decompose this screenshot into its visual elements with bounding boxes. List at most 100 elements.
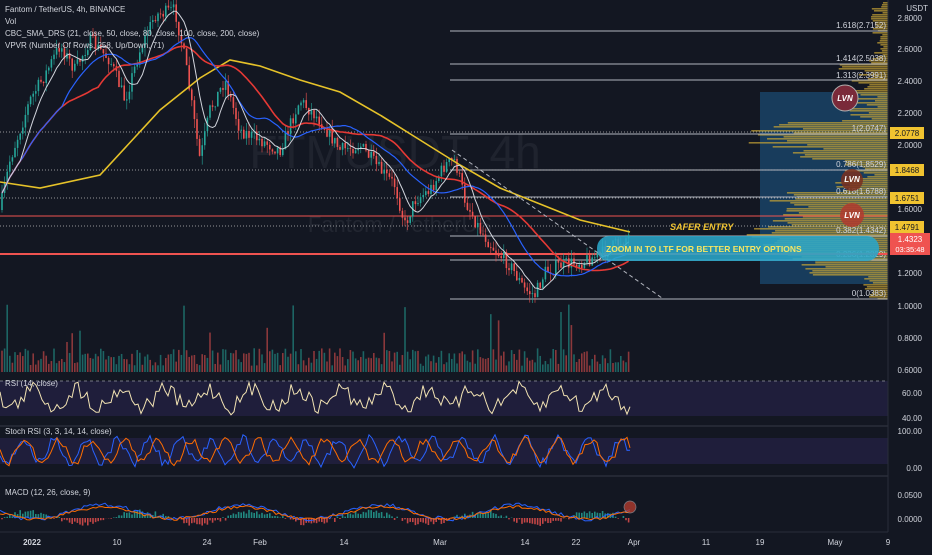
macd-bar bbox=[318, 518, 320, 522]
volume-profile-row bbox=[880, 36, 888, 38]
volume-profile-row bbox=[794, 204, 888, 206]
candle-body bbox=[446, 162, 448, 172]
macd-bar bbox=[386, 513, 388, 518]
macd-bar bbox=[204, 518, 206, 523]
rsi-legend[interactable]: RSI (14, close) bbox=[5, 379, 58, 388]
lvn-label: LVN bbox=[844, 175, 860, 184]
volume-bar bbox=[526, 358, 528, 372]
macd-legend[interactable]: MACD (12, 26, close, 9) bbox=[5, 488, 91, 497]
volume-bar bbox=[324, 353, 326, 372]
volume-bar bbox=[313, 351, 315, 372]
volume-profile-row bbox=[867, 286, 888, 288]
volume-profile-row bbox=[871, 16, 888, 18]
volume-bar bbox=[446, 362, 448, 372]
vpvr-legend[interactable]: VPVR (Number Of Rows, 258, Up/Down, 71) bbox=[5, 41, 165, 50]
volume-bar bbox=[506, 365, 508, 372]
volume-bar bbox=[560, 312, 562, 372]
volume-bar bbox=[534, 362, 536, 372]
volume-bar bbox=[594, 355, 596, 372]
candle-body bbox=[586, 255, 588, 263]
sma-legend[interactable]: CBC_SMA_DRS (21, close, 50, close, 80, c… bbox=[5, 29, 260, 38]
symbol-title[interactable]: Fantom / TetherUS, 4h, BINANCE bbox=[5, 5, 125, 14]
volume-bar bbox=[558, 364, 560, 372]
volume-bar bbox=[118, 356, 120, 372]
price-tag-text: 1.4791 bbox=[895, 223, 920, 232]
candle-body bbox=[285, 131, 287, 149]
candle-body bbox=[498, 254, 500, 256]
rsi-axis-tick: 40.00 bbox=[902, 414, 923, 423]
volume-bar bbox=[508, 361, 510, 372]
volume-bar bbox=[246, 354, 248, 372]
macd-bar bbox=[552, 518, 554, 521]
volume-bar bbox=[274, 354, 276, 372]
price-tick: 2.6000 bbox=[898, 45, 923, 54]
volume-bar bbox=[503, 352, 505, 372]
volume-bar bbox=[490, 314, 492, 372]
volume-bar bbox=[394, 353, 396, 372]
candle-body bbox=[347, 148, 349, 149]
volume-bar bbox=[217, 353, 219, 372]
candle-body bbox=[134, 67, 136, 74]
volume-bar bbox=[230, 353, 232, 372]
volume-profile-row bbox=[880, 48, 888, 50]
macd-marker bbox=[624, 501, 636, 513]
volume-bar bbox=[415, 351, 417, 372]
volume-bar bbox=[623, 361, 625, 372]
macd-bar bbox=[532, 518, 534, 524]
candle-body bbox=[503, 252, 505, 258]
time-tick: Feb bbox=[253, 538, 267, 547]
candle-body bbox=[131, 73, 133, 92]
macd-bar bbox=[251, 512, 253, 518]
candle-body bbox=[243, 130, 245, 139]
volume-bar bbox=[14, 352, 16, 372]
price-tag-text: 1.6751 bbox=[895, 194, 920, 203]
volume-bar bbox=[469, 362, 471, 372]
fib-label: 1.618(2.7152) bbox=[836, 21, 886, 30]
candle-body bbox=[399, 198, 401, 211]
volume-bar bbox=[1, 351, 3, 372]
volume-bar bbox=[30, 365, 32, 372]
volume-bar bbox=[383, 333, 385, 372]
candle-body bbox=[524, 282, 526, 287]
volume-bar bbox=[451, 359, 453, 372]
vol-legend[interactable]: Vol bbox=[5, 17, 16, 26]
volume-bar bbox=[12, 363, 14, 372]
time-tick: 24 bbox=[203, 538, 212, 547]
volume-bar bbox=[175, 362, 177, 372]
candle-body bbox=[555, 261, 557, 275]
macd-bar bbox=[425, 518, 427, 524]
macd-bar bbox=[282, 516, 284, 518]
volume-profile-row bbox=[880, 40, 888, 42]
volume-bar bbox=[100, 349, 102, 372]
candle-body bbox=[240, 130, 242, 131]
volume-bar bbox=[589, 366, 591, 372]
volume-bar bbox=[316, 359, 318, 372]
time-axis[interactable] bbox=[0, 532, 932, 550]
fib-label: 0(1.0383) bbox=[852, 289, 887, 298]
stoch-legend[interactable]: Stoch RSI (3, 3, 14, 14, close) bbox=[5, 427, 112, 436]
candle-body bbox=[407, 220, 409, 223]
candle-body bbox=[222, 88, 224, 90]
macd-bar bbox=[121, 515, 123, 518]
volume-profile-row bbox=[873, 32, 888, 34]
macd-bar bbox=[628, 518, 630, 522]
macd-bar bbox=[235, 514, 237, 518]
candle-body bbox=[542, 279, 544, 287]
candle-body bbox=[318, 117, 320, 125]
macd-bar bbox=[264, 514, 266, 518]
macd-bar bbox=[355, 511, 357, 518]
candle-body bbox=[160, 14, 162, 15]
candle-body bbox=[490, 247, 492, 248]
macd-bar bbox=[285, 518, 287, 519]
candle-body bbox=[467, 203, 469, 210]
candle-body bbox=[529, 291, 531, 294]
price-axis-currency: USDT bbox=[906, 4, 928, 13]
volume-bar bbox=[56, 363, 58, 372]
macd-bar bbox=[201, 518, 203, 526]
volume-bar bbox=[625, 362, 627, 372]
volume-bar bbox=[467, 361, 469, 372]
volume-bar bbox=[524, 351, 526, 372]
macd-bar bbox=[357, 514, 359, 518]
volume-profile-row bbox=[877, 42, 888, 44]
